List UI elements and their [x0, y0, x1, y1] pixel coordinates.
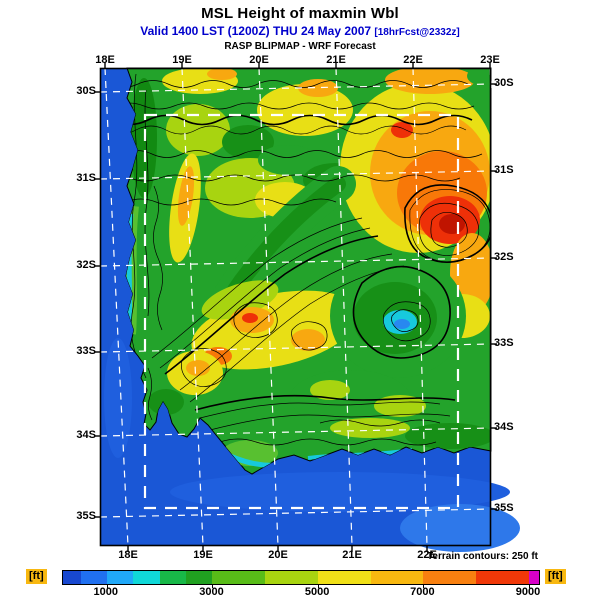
colorbar-tick-label: 7000 [410, 586, 435, 598]
axis-label-top-19e: 19E [172, 54, 192, 66]
colorbar-band [159, 571, 186, 584]
axis-label-top-20e: 20E [249, 54, 269, 66]
colorbar-band [423, 571, 477, 584]
axis-label-right-35s: 35S [494, 502, 514, 514]
axis-label-right-31s: 31S [494, 164, 514, 176]
axis-label-bottom-19e: 19E [193, 549, 213, 561]
colorbar-tick-label: 5000 [304, 586, 330, 598]
colorbar-band [265, 571, 319, 584]
axis-label-bottom-20e: 20E [268, 549, 288, 561]
model-line: RASP BLIPMAP - WRF Forecast [224, 41, 376, 52]
valid-time-line: Valid 1400 LST (1200Z) THU 24 May 2007 [… [0, 24, 600, 38]
axis-label-left-35s: 35S [76, 510, 96, 522]
map-frame [99, 67, 492, 547]
colorbar-tick [212, 584, 214, 588]
axis-label-top-23e: 23E [480, 54, 500, 66]
colorbar-band [185, 571, 213, 584]
colorbar-tick [529, 584, 530, 588]
axis-label-bottom-18e: 18E [118, 549, 138, 561]
colorbar-tick [318, 584, 320, 588]
colorbar-band [529, 571, 539, 584]
axis-label-right-30s: 30S [494, 77, 514, 89]
contour-lines-thin [126, 73, 491, 446]
colorbar-tick [106, 584, 108, 588]
colorbar-tick-label: 3000 [199, 586, 224, 598]
chart-title: MSL Height of maxmin Wbl [201, 5, 399, 22]
colorbar-band [212, 571, 266, 584]
colorbar-labels: 1000 3000 5000 7000 9000 [62, 586, 541, 599]
colorbar-band [318, 571, 371, 584]
axis-label-top-22e: 22E [403, 54, 423, 66]
axis-label-left-31s: 31S [76, 172, 96, 184]
terrain-contour-note: Terrain contours: 250 ft [427, 551, 538, 562]
axis-label-top-21e: 21E [326, 54, 346, 66]
axis-label-left-34s: 34S [76, 429, 96, 441]
axis-label-right-34s: 34S [494, 421, 514, 433]
colorbar-unit-right: [ft] [545, 569, 566, 584]
domain-boundary-box [143, 113, 460, 510]
axis-label-bottom-22e: 22E [417, 549, 437, 561]
axis-label-left-30s: 30S [76, 85, 96, 97]
axis-ticks [94, 62, 497, 552]
axis-label-left-32s: 32S [76, 259, 96, 271]
axis-label-right-33s: 33S [494, 337, 514, 349]
contour-lines-thick [126, 114, 491, 411]
colorbar-tick [423, 584, 425, 588]
colorbar-band [133, 571, 160, 584]
colorbar-band [370, 571, 424, 584]
colorbar-gradient [62, 570, 540, 588]
colorbar-band [476, 571, 529, 584]
forecast-tag: [18hrFcst@2332z] [374, 27, 460, 38]
map-svg [94, 62, 520, 552]
colorbar-unit-left: [ft] [26, 569, 47, 584]
colorbar-tick-label: 9000 [515, 586, 541, 598]
colorbar-band [80, 571, 107, 584]
valid-time-text: Valid 1400 LST (1200Z) THU 24 May 2007 [140, 24, 372, 38]
axis-label-top-18e: 18E [95, 54, 115, 66]
latlon-grid [99, 67, 492, 547]
forecast-map [94, 62, 520, 552]
axis-label-bottom-21e: 21E [342, 549, 362, 561]
axis-label-left-33s: 33S [76, 345, 96, 357]
colorbar-tick-label: 1000 [93, 586, 119, 598]
colorbar-band [106, 571, 134, 584]
axis-label-right-32s: 32S [494, 251, 514, 263]
colorbar-band [63, 571, 81, 584]
